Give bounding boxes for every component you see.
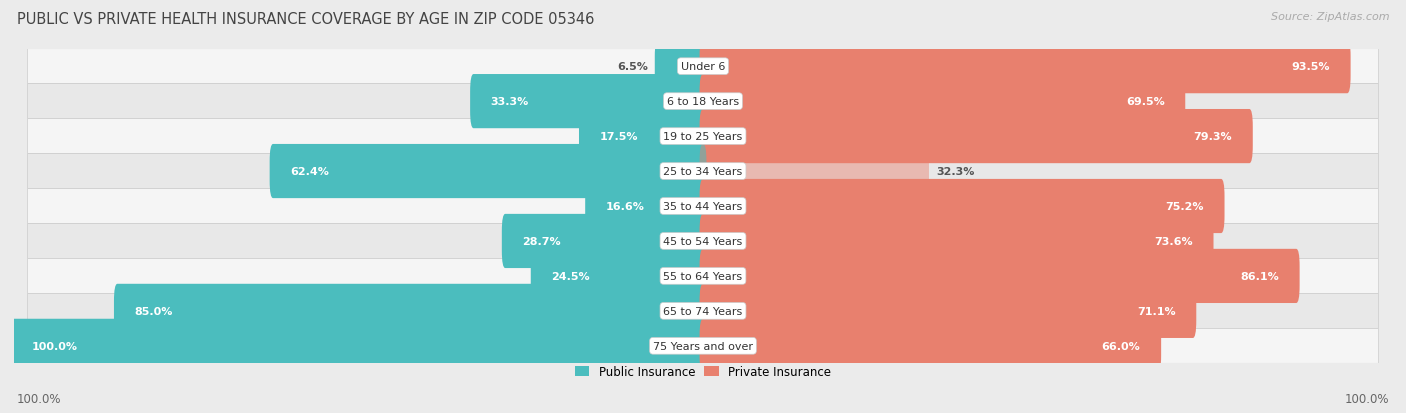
FancyBboxPatch shape [28,84,1378,119]
FancyBboxPatch shape [470,75,706,129]
Text: 6 to 18 Years: 6 to 18 Years [666,97,740,107]
Text: PUBLIC VS PRIVATE HEALTH INSURANCE COVERAGE BY AGE IN ZIP CODE 05346: PUBLIC VS PRIVATE HEALTH INSURANCE COVER… [17,12,595,27]
FancyBboxPatch shape [585,180,706,233]
Text: 85.0%: 85.0% [135,306,173,316]
FancyBboxPatch shape [28,119,1378,154]
FancyBboxPatch shape [700,249,1299,303]
Text: 28.7%: 28.7% [523,236,561,247]
Text: 25 to 34 Years: 25 to 34 Years [664,166,742,177]
Text: 35 to 44 Years: 35 to 44 Years [664,202,742,211]
FancyBboxPatch shape [28,259,1378,294]
FancyBboxPatch shape [502,214,706,268]
Text: 66.0%: 66.0% [1102,341,1140,351]
Text: 33.3%: 33.3% [491,97,529,107]
Text: 55 to 64 Years: 55 to 64 Years [664,271,742,281]
FancyBboxPatch shape [579,110,706,164]
Text: 75.2%: 75.2% [1166,202,1204,211]
Text: 32.3%: 32.3% [936,166,974,177]
Text: Source: ZipAtlas.com: Source: ZipAtlas.com [1271,12,1389,22]
Text: 16.6%: 16.6% [606,202,645,211]
Text: 19 to 25 Years: 19 to 25 Years [664,132,742,142]
FancyBboxPatch shape [28,329,1378,363]
Text: 24.5%: 24.5% [551,271,591,281]
Legend: Public Insurance, Private Insurance: Public Insurance, Private Insurance [571,360,835,383]
FancyBboxPatch shape [28,294,1378,329]
FancyBboxPatch shape [700,145,929,199]
FancyBboxPatch shape [270,145,706,199]
Text: 6.5%: 6.5% [617,62,648,72]
FancyBboxPatch shape [700,110,1253,164]
FancyBboxPatch shape [655,40,706,94]
Text: 45 to 54 Years: 45 to 54 Years [664,236,742,247]
Text: 73.6%: 73.6% [1154,236,1192,247]
Text: 93.5%: 93.5% [1292,62,1330,72]
FancyBboxPatch shape [28,50,1378,84]
FancyBboxPatch shape [700,214,1213,268]
Text: 75 Years and over: 75 Years and over [652,341,754,351]
Text: Under 6: Under 6 [681,62,725,72]
FancyBboxPatch shape [700,319,1161,373]
Text: 62.4%: 62.4% [290,166,329,177]
Text: 86.1%: 86.1% [1240,271,1279,281]
FancyBboxPatch shape [700,75,1185,129]
FancyBboxPatch shape [700,284,1197,338]
Text: 100.0%: 100.0% [31,341,77,351]
FancyBboxPatch shape [114,284,706,338]
Text: 69.5%: 69.5% [1126,97,1164,107]
Text: 100.0%: 100.0% [1344,392,1389,405]
FancyBboxPatch shape [531,249,706,303]
FancyBboxPatch shape [28,154,1378,189]
FancyBboxPatch shape [28,189,1378,224]
Text: 71.1%: 71.1% [1137,306,1175,316]
FancyBboxPatch shape [700,180,1225,233]
FancyBboxPatch shape [28,224,1378,259]
Text: 100.0%: 100.0% [17,392,62,405]
Text: 79.3%: 79.3% [1194,132,1232,142]
Text: 17.5%: 17.5% [599,132,638,142]
FancyBboxPatch shape [700,40,1351,94]
FancyBboxPatch shape [11,319,706,373]
Text: 65 to 74 Years: 65 to 74 Years [664,306,742,316]
